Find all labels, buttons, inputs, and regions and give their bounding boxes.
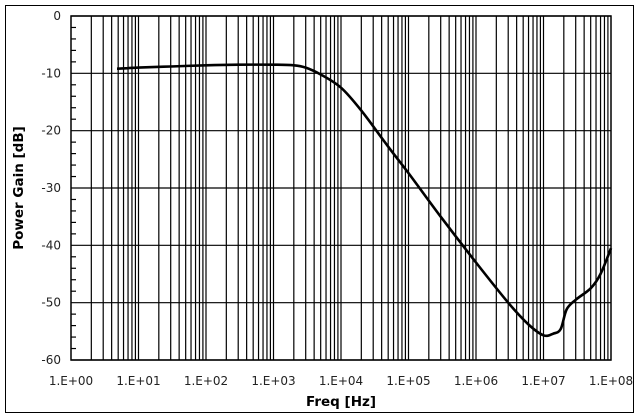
y-axis-ticks: 0 -10 -20 -30 -40 -50 -60 — [41, 9, 76, 367]
x-tick-label: 1.E+00 — [49, 374, 93, 388]
x-tick-label: 1.E+08 — [589, 374, 633, 388]
y-tick-label: -30 — [41, 181, 61, 195]
y-tick-label: -20 — [41, 124, 61, 138]
plot-area — [70, 15, 612, 361]
x-axis-label: Freq [Hz] — [306, 394, 376, 410]
y-tick-label: -50 — [41, 296, 61, 310]
y-axis-label: Power Gain [dB] — [11, 126, 27, 250]
x-tick-label: 1.E+01 — [116, 374, 160, 388]
x-tick-label: 1.E+04 — [319, 374, 363, 388]
x-tick-label: 1.E+02 — [184, 374, 228, 388]
y-tick-label: 0 — [53, 9, 61, 23]
x-axis-ticks: 1.E+00 1.E+01 1.E+02 1.E+03 1.E+04 1.E+05 1.E+… — [49, 374, 633, 388]
y-tick-label: -40 — [41, 238, 61, 252]
x-tick-label: 1.E+05 — [386, 374, 430, 388]
power-gain-curve — [116, 63, 613, 338]
grid-lines — [71, 15, 611, 361]
x-tick-label: 1.E+03 — [251, 374, 295, 388]
y-tick-label: -10 — [41, 66, 61, 80]
y-tick-label: -60 — [41, 353, 61, 367]
x-tick-label: 1.E+06 — [454, 374, 498, 388]
chart-frame — [5, 5, 634, 413]
x-tick-label: 1.E+07 — [521, 374, 565, 388]
